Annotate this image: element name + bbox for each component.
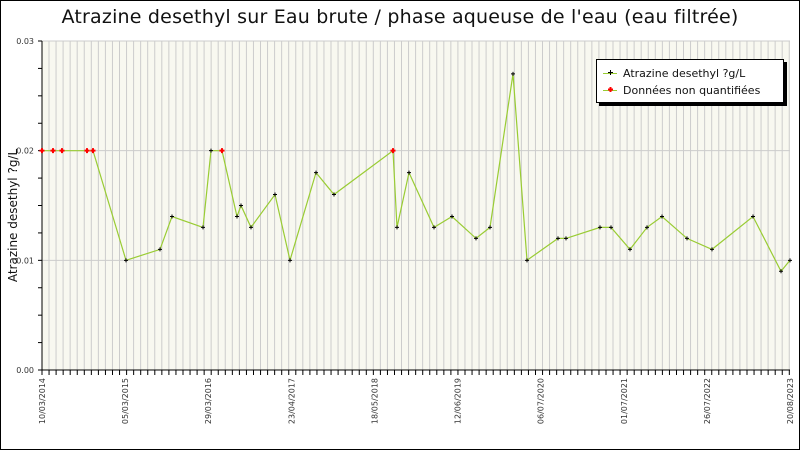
data-point-marker (273, 192, 277, 197)
data-point-marker (609, 225, 613, 230)
data-point-marker (564, 236, 568, 241)
data-point-marker (660, 214, 664, 219)
y-tick-label: 0.03 (16, 37, 34, 46)
x-tick-label: 01/07/2021 (620, 378, 629, 424)
data-point-marker (170, 214, 174, 219)
data-point-marker (288, 258, 292, 263)
data-point-marker (239, 203, 243, 208)
data-point-marker (124, 258, 128, 263)
data-point-marker (788, 258, 792, 263)
data-point-marker (432, 225, 436, 230)
data-point-marker (751, 214, 755, 219)
data-point-marker (209, 148, 213, 153)
y-tick-label: 0.01 (16, 256, 34, 265)
data-point-marker (314, 170, 318, 175)
legend-swatch-line-icon (603, 68, 617, 78)
x-tick-label: 05/03/2015 (121, 378, 130, 424)
x-tick-label: 20/08/2023 (786, 378, 795, 424)
chart-title: Atrazine desethyl sur Eau brute / phase … (61, 6, 739, 28)
x-tick-label: 18/05/2018 (370, 378, 379, 424)
data-point-marker (511, 71, 515, 76)
x-tick-label: 29/03/2016 (204, 378, 213, 424)
data-point-marker (598, 225, 602, 230)
non-quantified-marker (390, 148, 396, 154)
chart-legend: Atrazine desethyl ?g/L Données non quant… (596, 59, 784, 103)
legend-label-measured: Atrazine desethyl ?g/L (623, 66, 746, 80)
data-point-marker (710, 247, 714, 252)
data-point-marker (474, 236, 478, 241)
data-point-marker (685, 236, 689, 241)
legend-item-measured: Atrazine desethyl ?g/L (603, 65, 745, 81)
y-axis-label: Atrazine desethyl ?g/L (6, 149, 20, 283)
non-quantified-marker (90, 148, 96, 154)
non-quantified-marker (39, 148, 45, 154)
data-point-marker (450, 214, 454, 219)
data-point-marker (628, 247, 632, 252)
data-point-marker (407, 170, 411, 175)
x-tick-label: 23/04/2017 (287, 378, 296, 424)
data-point-marker (525, 258, 529, 263)
data-point-marker (779, 269, 783, 274)
non-quantified-marker (84, 148, 90, 154)
data-point-marker (235, 214, 239, 219)
data-point-marker (332, 192, 336, 197)
x-tick-label: 06/07/2020 (537, 378, 546, 424)
y-tick-label: 0.02 (16, 147, 34, 156)
legend-swatch-red-marker-icon (603, 85, 617, 95)
data-point-marker (201, 225, 205, 230)
non-quantified-marker (50, 148, 56, 154)
legend-label-non-quantified: Données non quantifiées (623, 83, 761, 97)
legend-item-non-quantified: Données non quantifiées (603, 82, 760, 98)
x-tick-label: 12/06/2019 (454, 378, 463, 424)
data-point-marker (645, 225, 649, 230)
non-quantified-marker (59, 148, 65, 154)
data-point-marker (488, 225, 492, 230)
data-point-marker (158, 247, 162, 252)
x-tick-label: 26/07/2022 (703, 378, 712, 424)
non-quantified-marker (219, 148, 225, 154)
data-point-marker (395, 225, 399, 230)
y-tick-label: 0.00 (16, 366, 34, 375)
data-point-marker (249, 225, 253, 230)
x-tick-label: 10/03/2014 (38, 378, 47, 424)
data-point-marker (556, 236, 560, 241)
